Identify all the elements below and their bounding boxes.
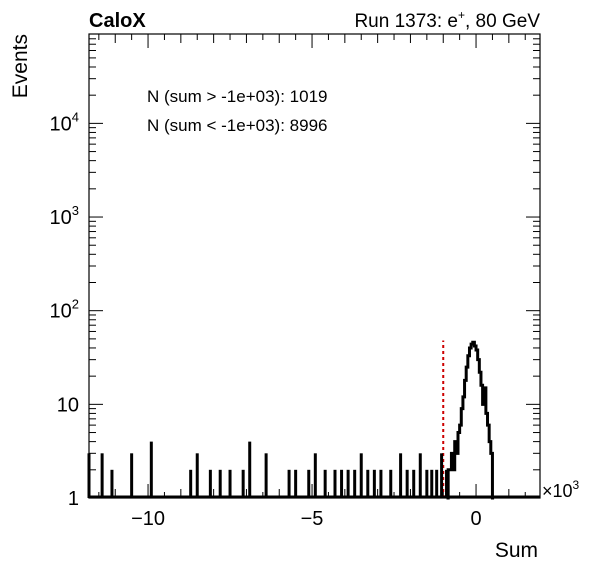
x-tick-label: −5 (301, 508, 324, 530)
x-tick-label: 0 (470, 508, 481, 530)
histogram-series (87, 340, 540, 500)
x-axis-multiplier: ×103 (542, 478, 580, 501)
plot-frame (88, 33, 541, 499)
annotation-sum-below: N (sum < -1e+03): 8996 (147, 116, 327, 135)
annotation-sum-above: N (sum > -1e+03): 1019 (147, 87, 327, 106)
x-tick-label: −10 (131, 508, 165, 530)
histogram-peak (446, 340, 495, 500)
x-axis-label: Sum (495, 539, 538, 562)
y-tick-label: 104 (50, 109, 79, 135)
chart-title-right: Run 1373: e+, 80 GeV (354, 8, 540, 32)
y-tick-label: 1 (68, 488, 79, 510)
axis-ticks: −10 −5 0 1 10 102 103 104 (50, 33, 540, 530)
y-tick-label: 102 (50, 297, 79, 323)
chart-title-left: CaloX (89, 10, 146, 32)
y-axis-label: Events (9, 34, 32, 98)
y-tick-label: 103 (50, 203, 79, 229)
y-tick-label: 10 (57, 394, 79, 416)
